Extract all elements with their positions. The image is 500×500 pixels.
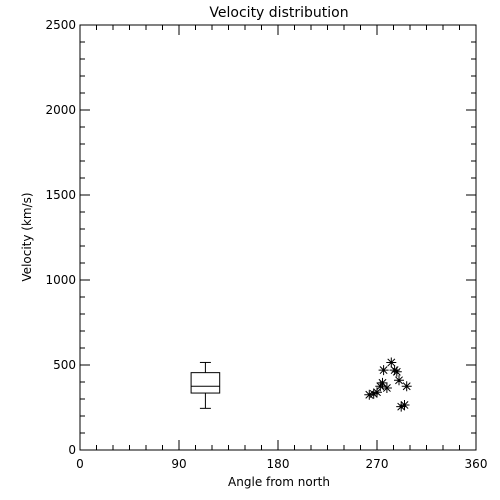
data-point bbox=[396, 401, 407, 412]
data-point bbox=[401, 381, 412, 392]
y-tick-label: 500 bbox=[53, 358, 76, 372]
data-point bbox=[399, 399, 410, 410]
y-tick-label: 2000 bbox=[45, 103, 76, 117]
x-axis-label: Angle from north bbox=[228, 475, 330, 489]
y-tick-label: 0 bbox=[68, 443, 76, 457]
chart-title: Velocity distribution bbox=[209, 5, 348, 21]
x-tick-label: 360 bbox=[465, 457, 488, 471]
x-tick-label: 0 bbox=[76, 457, 84, 471]
y-tick-label: 1500 bbox=[45, 188, 76, 202]
y-axis-label: Velocity (km/s) bbox=[20, 192, 34, 281]
y-tick-label: 2500 bbox=[45, 18, 76, 32]
data-point bbox=[368, 388, 379, 399]
data-point bbox=[391, 366, 402, 377]
data-point bbox=[381, 382, 392, 393]
x-tick-label: 270 bbox=[366, 457, 389, 471]
data-point bbox=[377, 377, 388, 388]
plot-area: 0 90 180 270 360 0 500 1000 1500 2000 2500 bbox=[45, 18, 487, 471]
data-point bbox=[394, 375, 404, 386]
data-point bbox=[364, 389, 375, 400]
data-point bbox=[386, 357, 397, 368]
x-tick-label: 180 bbox=[267, 457, 290, 471]
x-tick-label: 90 bbox=[171, 457, 186, 471]
data-point bbox=[372, 387, 382, 398]
data-point bbox=[375, 381, 386, 392]
data-point bbox=[378, 365, 389, 376]
y-tick-label: 1000 bbox=[45, 273, 76, 287]
